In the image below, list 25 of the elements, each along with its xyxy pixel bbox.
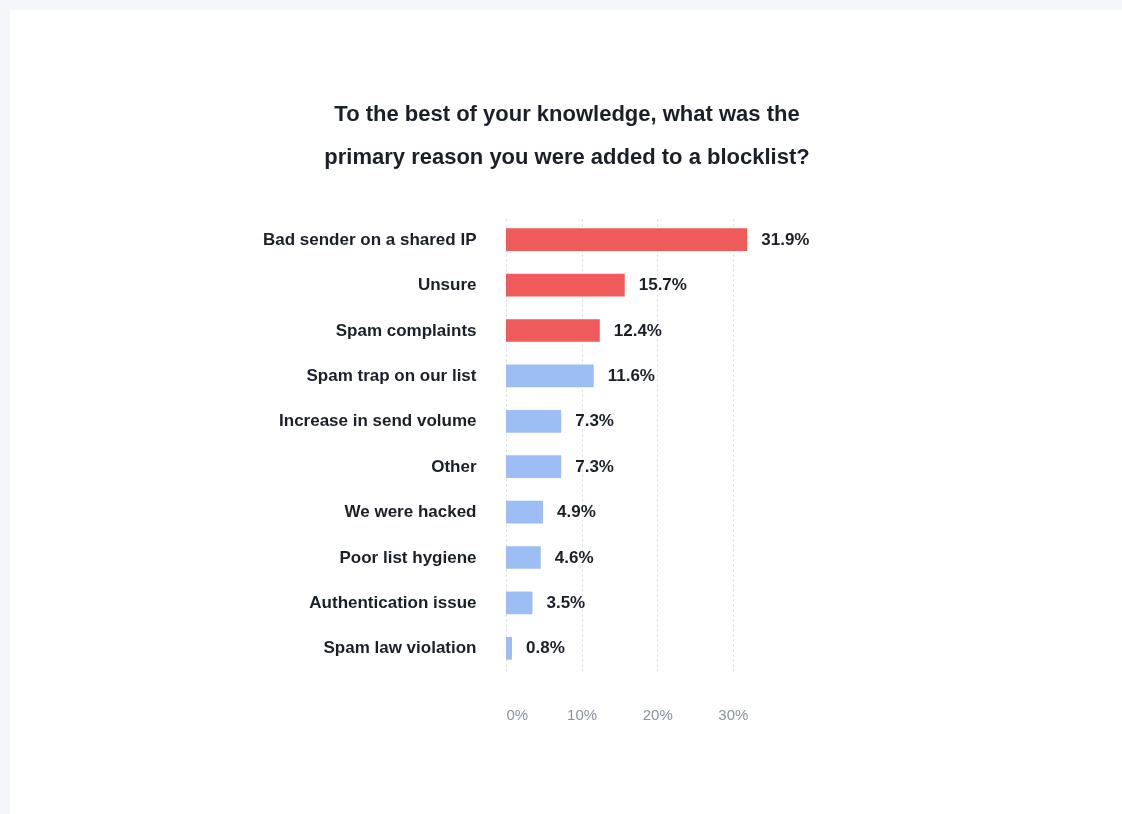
x-tick-label: 0%: [506, 705, 529, 723]
data-label: 3.5%: [546, 592, 586, 612]
data-label: 7.3%: [575, 456, 614, 476]
y-tick-label: Spam complaints: [335, 320, 477, 340]
data-label: 11.6%: [607, 365, 655, 385]
y-tick-label: Poor list hygiene: [339, 547, 477, 567]
y-tick-label: Spam law violation: [323, 638, 477, 658]
data-label: 4.6%: [554, 547, 594, 567]
data-label: 7.3%: [575, 411, 614, 431]
data-label: 31.9%: [761, 229, 810, 249]
data-label: 15.7%: [638, 275, 687, 295]
y-tick-label: Unsure: [417, 275, 477, 295]
data-label: 4.9%: [557, 502, 596, 522]
y-tick-label: Authentication issue: [309, 592, 477, 612]
x-tick-label: 10%: [567, 705, 598, 723]
chart-title: To the best of your knowledge, what was the primary reason you were added to a blocklist?: [324, 101, 810, 169]
data-label: 0.8%: [526, 638, 565, 658]
y-tick-label: Other: [431, 456, 477, 476]
data-label: 12.4%: [613, 320, 662, 340]
y-tick-label: We were hacked: [344, 502, 477, 522]
y-tick-label: Increase in send volume: [279, 411, 477, 431]
x-tick-label: 20%: [642, 705, 673, 723]
y-tick-label: Bad sender on a shared IP: [262, 229, 477, 249]
x-tick-label: 30%: [718, 705, 749, 723]
y-tick-label: Spam trap on our list: [306, 365, 477, 385]
